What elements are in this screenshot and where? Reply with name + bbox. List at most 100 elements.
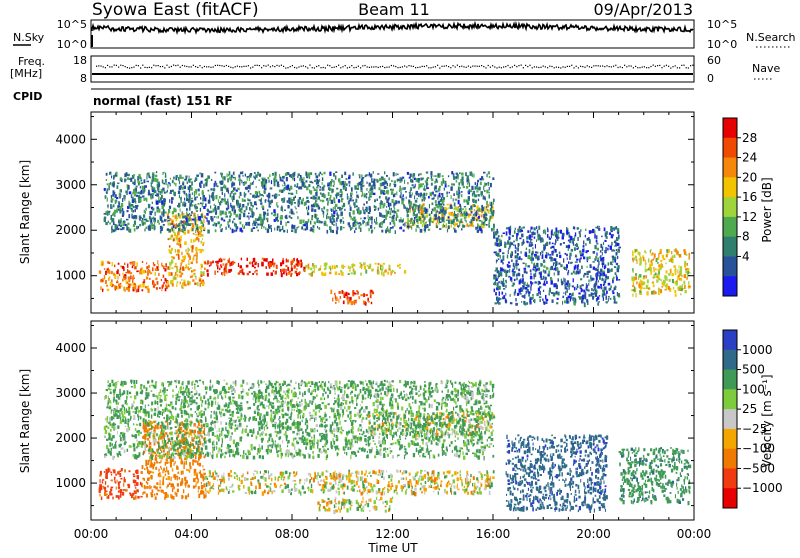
range-cell xyxy=(154,462,156,465)
nave-point xyxy=(558,67,559,68)
nave-point xyxy=(419,67,420,68)
nave-point xyxy=(492,65,493,66)
range-cell xyxy=(105,222,107,225)
range-cell xyxy=(296,227,297,230)
range-cell xyxy=(462,208,464,210)
range-cell xyxy=(475,200,477,204)
nave-point xyxy=(292,65,293,66)
range-cell xyxy=(123,483,124,487)
range-cell xyxy=(415,228,416,231)
range-cell xyxy=(525,253,527,257)
nave-point xyxy=(591,67,592,68)
range-cell xyxy=(662,264,663,267)
range-cell xyxy=(300,177,302,180)
nave-point xyxy=(371,66,372,67)
range-cell xyxy=(191,200,194,203)
range-cell xyxy=(499,243,501,247)
range-cell xyxy=(135,205,138,208)
nave-point xyxy=(653,65,654,66)
nave-point xyxy=(270,66,271,67)
range-cell xyxy=(109,222,111,224)
range-cell xyxy=(269,206,272,208)
range-cell xyxy=(615,272,617,275)
nave-point xyxy=(364,65,365,66)
range-cell xyxy=(425,222,426,224)
range-cell xyxy=(208,190,210,192)
range-cell xyxy=(165,278,167,281)
range-cell xyxy=(175,492,176,495)
nave-point xyxy=(248,65,249,66)
nave-point xyxy=(340,67,341,68)
nave-point xyxy=(688,67,689,68)
nave-point xyxy=(347,67,348,68)
range-cell xyxy=(145,286,147,288)
range-cell xyxy=(461,176,463,180)
range-cell xyxy=(343,291,344,295)
range-cell xyxy=(185,495,187,499)
range-cell xyxy=(218,216,219,219)
range-cell xyxy=(551,235,552,238)
range-cell xyxy=(142,186,145,190)
range-cell xyxy=(550,247,552,249)
range-cell xyxy=(192,462,194,465)
range-cell xyxy=(201,485,203,489)
nave-point xyxy=(164,67,165,68)
range-cell xyxy=(130,275,131,279)
range-cell xyxy=(163,224,165,226)
range-cell xyxy=(617,256,618,259)
range-cell xyxy=(387,272,389,275)
range-cell xyxy=(238,175,240,178)
range-cell xyxy=(567,280,569,283)
range-cell xyxy=(455,223,458,225)
range-cell xyxy=(113,204,115,207)
range-cell xyxy=(340,296,341,299)
range-cell xyxy=(124,287,125,291)
range-cell xyxy=(293,197,295,201)
range-cell xyxy=(153,283,155,285)
nsky-tick-bottom: 10^0 xyxy=(57,38,87,51)
range-cell xyxy=(442,175,444,177)
range-cell xyxy=(392,199,394,203)
range-cell xyxy=(327,203,329,205)
range-cell xyxy=(198,249,200,251)
range-cell xyxy=(655,292,657,294)
nave-point xyxy=(362,65,363,66)
range-cell xyxy=(439,228,441,230)
range-cell xyxy=(285,215,287,219)
nave-point xyxy=(441,66,442,67)
range-cell xyxy=(688,281,689,284)
range-cell xyxy=(404,180,405,184)
nave-point xyxy=(406,66,407,67)
range-cell xyxy=(674,250,676,252)
range-cell xyxy=(240,172,243,174)
range-cell xyxy=(439,186,441,188)
range-cell xyxy=(399,179,401,181)
range-cell xyxy=(170,190,172,192)
range-cell xyxy=(107,205,108,207)
range-cell xyxy=(329,197,331,201)
range-cell xyxy=(537,268,539,270)
nave-point xyxy=(349,67,350,68)
range-cell xyxy=(546,243,548,245)
range-cell xyxy=(251,229,253,232)
range-cell xyxy=(124,279,126,281)
range-cell xyxy=(519,289,521,293)
range-cell xyxy=(294,258,295,262)
range-cell xyxy=(171,248,173,251)
range-cell xyxy=(672,279,674,283)
range-cell xyxy=(253,227,256,229)
range-cell xyxy=(513,241,515,243)
range-cell xyxy=(437,180,438,183)
range-cell xyxy=(527,230,529,233)
range-cell xyxy=(518,269,520,272)
range-cell xyxy=(146,176,147,180)
range-cell xyxy=(397,179,398,182)
range-cell xyxy=(142,195,144,197)
nave-point xyxy=(195,66,196,67)
range-cell xyxy=(476,190,478,192)
range-cell xyxy=(330,195,332,198)
range-cell xyxy=(497,271,499,273)
range-cell xyxy=(534,299,535,303)
nave-point xyxy=(162,66,163,67)
range-cell xyxy=(424,185,425,188)
